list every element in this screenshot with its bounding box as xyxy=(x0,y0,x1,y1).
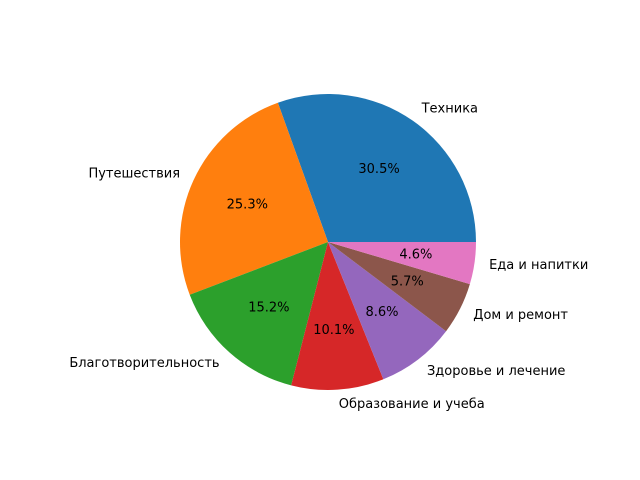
percent-label: 15.2% xyxy=(248,301,289,316)
slice-label: Путешествия xyxy=(88,167,180,182)
percent-label: 10.1% xyxy=(313,323,354,338)
percent-label: 4.6% xyxy=(399,247,432,262)
pie-wedge xyxy=(277,93,476,242)
pie-wedge xyxy=(179,102,328,295)
pie-wedge xyxy=(328,242,470,332)
slice-label: Дом и ремонт xyxy=(473,308,568,323)
pie-wedge xyxy=(189,242,328,386)
percent-label: 8.6% xyxy=(365,305,398,320)
slice-label: Здоровье и лечение xyxy=(427,364,565,379)
percent-label: 30.5% xyxy=(358,162,399,177)
slice-label: Еда и напитки xyxy=(489,258,588,273)
percent-label: 25.3% xyxy=(227,197,268,212)
pie-wedge xyxy=(291,242,384,390)
pie-wedge xyxy=(328,242,447,380)
slice-label: Благотворительность xyxy=(69,356,219,371)
slice-label: Образование и учеба xyxy=(339,397,485,412)
pie-wedge xyxy=(328,242,476,285)
slice-label: Техника xyxy=(421,101,478,116)
percent-label: 5.7% xyxy=(391,275,424,290)
